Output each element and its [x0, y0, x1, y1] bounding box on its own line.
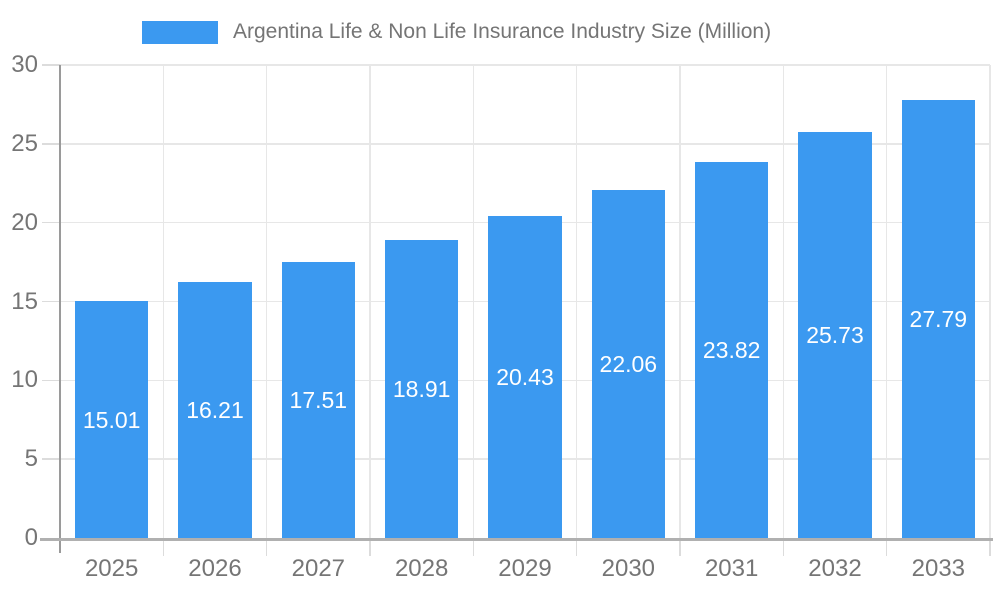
y-axis-tick-label: 15 [11, 287, 38, 315]
bar-value-label: 17.51 [289, 386, 348, 413]
gridline-vertical [782, 65, 785, 538]
y-axis-tick [42, 379, 60, 382]
bar-value-label: 27.79 [909, 305, 968, 332]
x-axis-tick [369, 540, 371, 556]
bar-value-label: 20.43 [496, 363, 554, 390]
y-axis-tick [42, 64, 60, 66]
gridline-vertical [679, 65, 681, 538]
x-axis-tick-label: 2032 [808, 555, 862, 582]
y-axis-tick-label: 20 [11, 208, 38, 236]
gridline-vertical [369, 65, 371, 538]
x-axis-tick [472, 540, 475, 556]
x-axis-tick [679, 540, 681, 556]
y-axis-tick-label: 0 [24, 524, 38, 551]
y-axis-tick [42, 221, 60, 224]
x-axis-tick [575, 540, 578, 556]
y-axis-tick [42, 143, 60, 145]
x-axis-tick-label: 2025 [84, 555, 139, 582]
bar [281, 261, 355, 538]
y-axis-tick [42, 458, 60, 460]
y-axis-tick-label: 10 [11, 366, 38, 394]
bar-value-label: 18.91 [392, 375, 451, 402]
bar [74, 301, 149, 538]
gridline-vertical [162, 65, 165, 538]
chart-legend: Argentina Life & Non Life Insurance Indu… [142, 20, 771, 44]
y-axis-tick [42, 300, 60, 303]
legend-label: Argentina Life & Non Life Insurance Indu… [233, 20, 772, 43]
x-axis-tick [989, 540, 991, 556]
x-axis-tick-label: 2029 [498, 555, 552, 582]
bar [901, 99, 975, 538]
gridline-vertical [989, 65, 991, 538]
bar [178, 282, 252, 538]
bar-value-label: 23.82 [702, 337, 761, 364]
bar [488, 215, 562, 538]
gridline-vertical [885, 65, 888, 538]
legend-swatch [142, 20, 218, 44]
bar-value-label: 15.01 [82, 406, 141, 433]
x-axis-tick [782, 540, 785, 556]
gridline-vertical [575, 65, 578, 538]
x-axis-tick-label: 2028 [394, 555, 449, 582]
bar-value-label: 16.21 [186, 397, 244, 424]
x-axis-tick-label: 2027 [291, 555, 346, 582]
gridline-vertical [472, 65, 475, 538]
y-axis-line [58, 65, 61, 553]
x-axis-line [40, 538, 993, 541]
y-axis-tick-label: 30 [11, 51, 38, 78]
bar [694, 162, 769, 538]
bar-value-label: 22.06 [599, 351, 658, 378]
x-axis-tick [265, 540, 268, 556]
bar-value-label: 25.73 [806, 322, 864, 349]
x-axis-tick-label: 2026 [188, 555, 242, 582]
bar [384, 239, 459, 538]
y-axis-tick-label: 5 [24, 445, 38, 473]
y-axis-tick-label: 25 [11, 129, 38, 157]
x-axis-tick-label: 2033 [911, 555, 966, 582]
gridline-horizontal [60, 143, 990, 145]
bar [798, 132, 872, 538]
gridline-horizontal [60, 64, 990, 66]
x-axis-tick-label: 2030 [601, 555, 656, 582]
gridline-vertical [265, 65, 268, 538]
x-axis-tick-label: 2031 [704, 555, 759, 582]
x-axis-tick [162, 540, 165, 556]
x-axis-tick [885, 540, 888, 556]
bar [591, 190, 665, 538]
